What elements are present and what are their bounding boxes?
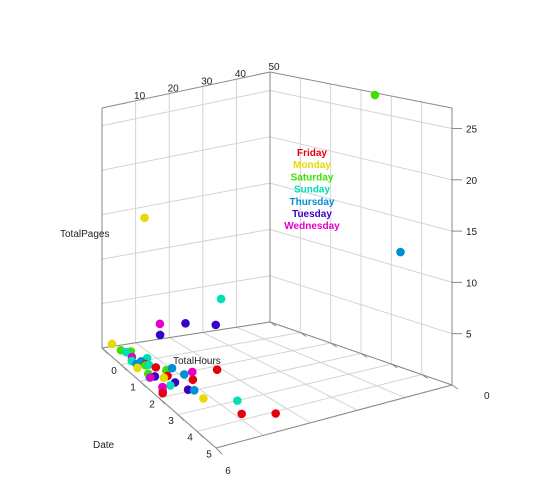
axis-ticks: 10 20 30 40 50 5 10 15 20 25 0 0 1 2 3 4 5 6 (101, 62, 490, 477)
z-tick-mark-right (269, 321, 277, 327)
data-point-friday (188, 375, 198, 384)
data-point-friday (271, 409, 280, 418)
data-point-thursday (167, 363, 177, 373)
z-tick-mark-right (330, 342, 337, 348)
y-tick-label: 0 (484, 391, 490, 402)
legend-item-thursday: Thursday (289, 197, 334, 208)
back-wall-grid-line-y (101, 228, 271, 260)
y-tick-label: 20 (466, 176, 478, 187)
data-point-monday (107, 339, 117, 349)
z-tick-mark-right (300, 332, 307, 337)
z-tick-mark (139, 380, 147, 388)
box-edge (101, 71, 271, 109)
x-tick-label: 50 (268, 62, 280, 73)
z-tick-label: 6 (225, 466, 231, 477)
legend-item-monday: Monday (293, 160, 331, 171)
legend-item-sunday: Sunday (294, 185, 331, 196)
z-tick-label: 3 (168, 416, 174, 427)
z-tick-label: 4 (187, 433, 193, 444)
data-point-sunday (122, 347, 131, 357)
data-point-sunday (166, 381, 175, 390)
x-tick-label: 30 (201, 76, 213, 87)
floor-grid-line-z (177, 363, 392, 416)
data-point-monday (199, 394, 208, 403)
data-point-saturday (370, 90, 380, 100)
z-tick-label: 0 (111, 366, 117, 377)
z-tick-mark (177, 414, 185, 422)
data-point-tuesday (155, 330, 165, 340)
y-tick-label: 15 (466, 227, 478, 238)
back-wall-grid-line-y (101, 136, 271, 171)
z-tick-mark (158, 397, 166, 405)
data-point-wednesday (155, 319, 165, 329)
data-point-tuesday (211, 320, 221, 330)
data-point-tuesday (181, 319, 190, 328)
z-axis-label: Date (93, 440, 115, 451)
data-point-thursday (189, 386, 199, 395)
data-point-monday (140, 213, 149, 223)
box-edge (101, 321, 271, 349)
data-point-friday (158, 388, 168, 398)
z-tick-mark (196, 430, 204, 438)
data-points (107, 90, 405, 419)
x-tick-label: 10 (134, 91, 146, 102)
data-point-thursday (396, 247, 405, 257)
legend-item-saturday: Saturday (291, 172, 334, 183)
z-tick-mark (120, 364, 128, 372)
side-wall-grid-line-y (269, 136, 453, 181)
z-tick-label: 1 (130, 383, 136, 394)
data-point-sunday (233, 396, 242, 405)
data-point-monday (133, 363, 142, 373)
box-edge (269, 71, 453, 109)
z-tick-mark-right (360, 353, 368, 358)
legend-item-wednesday: Wednesday (284, 221, 340, 232)
y-tick-label: 5 (466, 330, 472, 341)
grid-lines (101, 72, 453, 449)
z-tick-label: 5 (206, 449, 212, 460)
data-point-sunday (144, 360, 154, 370)
data-point-wednesday (145, 373, 155, 382)
data-point-sunday (216, 294, 226, 304)
y-tick-label: 10 (466, 278, 478, 289)
back-wall-grid-line-y (101, 275, 271, 305)
data-point-thursday (180, 370, 189, 379)
data-point-friday (151, 363, 161, 372)
y-axis-label: TotalPages (60, 229, 109, 240)
data-point-friday (237, 409, 246, 419)
z-tick-label: 2 (149, 399, 155, 410)
back-wall-grid-line-y (101, 90, 271, 127)
z-tick-mark-right (391, 363, 398, 369)
side-wall-grid-line-y (269, 90, 453, 130)
z-tick-mark-right (421, 374, 428, 379)
box-edge (215, 384, 453, 449)
side-wall-grid-line-y (269, 275, 453, 335)
y-tick-label: 25 (466, 125, 478, 136)
side-wall-grid-line-y (269, 182, 453, 232)
legend-item-friday: Friday (297, 148, 327, 159)
x-tick-label: 20 (168, 84, 180, 95)
z-tick-mark (101, 347, 109, 355)
x-tick-label: 40 (235, 69, 247, 80)
back-wall-grid-line-y (101, 182, 271, 216)
z-tick-mark (215, 447, 223, 455)
x-axis-label: TotalHours (173, 356, 221, 367)
data-point-wednesday (187, 367, 197, 377)
side-wall-grid-line-y (269, 228, 453, 283)
floor-grid-line-z (196, 374, 422, 432)
data-point-friday (212, 365, 222, 374)
legend-item-tuesday: Tuesday (292, 209, 332, 220)
data-point-monday (159, 373, 169, 383)
z-tick-mark-right (451, 384, 459, 390)
